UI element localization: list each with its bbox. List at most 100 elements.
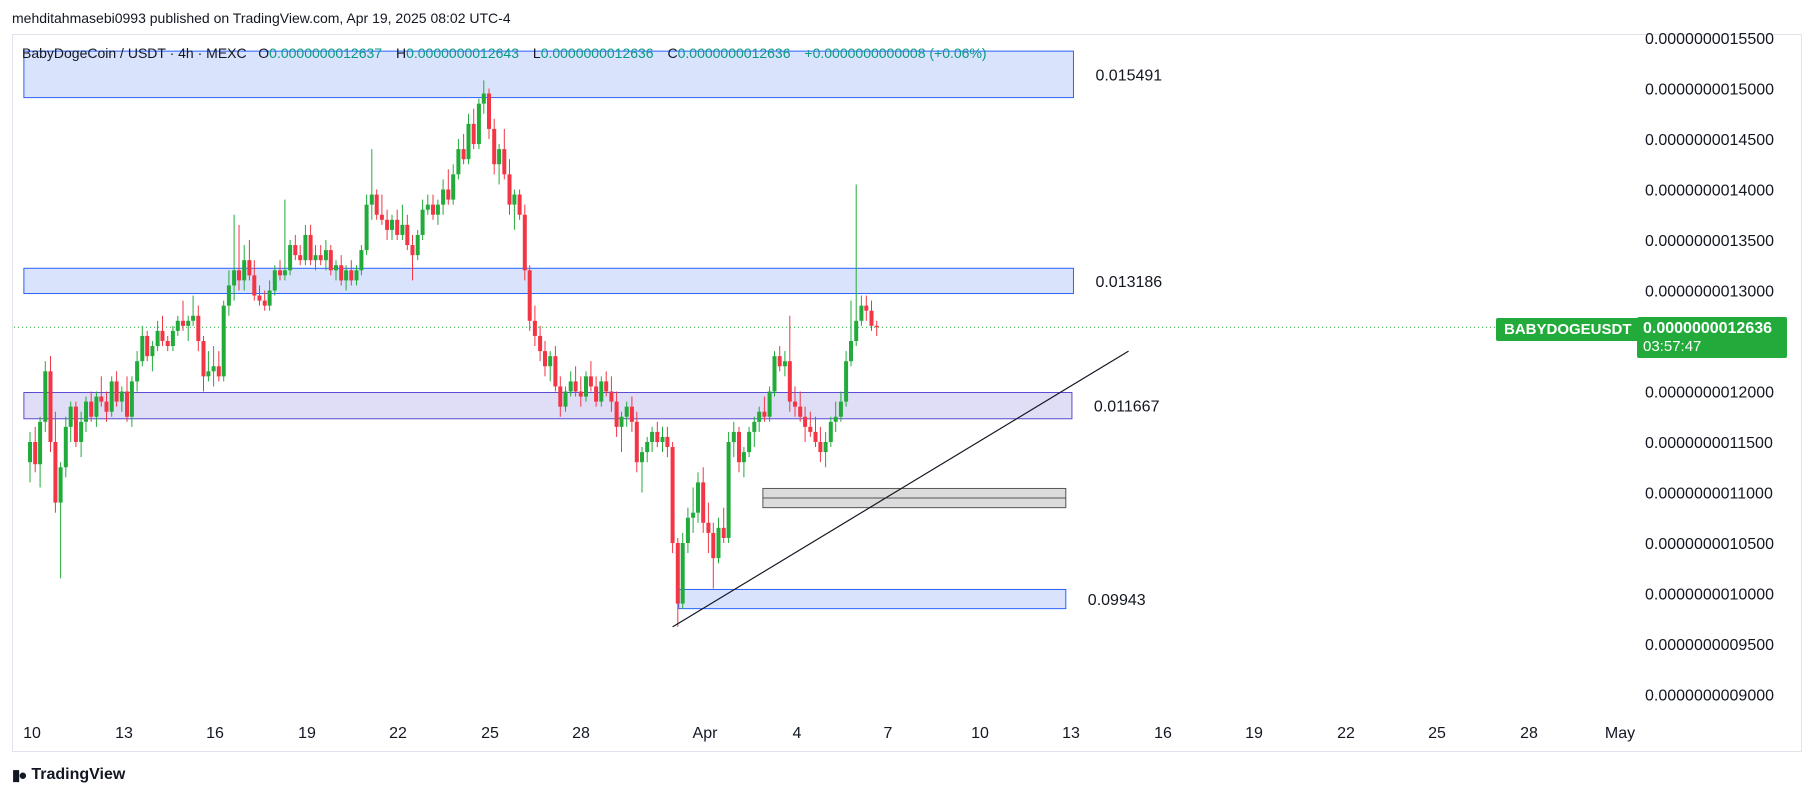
candle-body <box>487 93 491 129</box>
candle-body <box>129 381 134 417</box>
candle-body <box>634 421 639 463</box>
candle-body <box>655 431 660 442</box>
trendline <box>672 350 1129 628</box>
candle-body <box>599 381 604 402</box>
candle-body <box>640 452 644 463</box>
candle-body <box>73 406 78 442</box>
candle-body <box>201 341 206 377</box>
close-value: 0.0000000012636 <box>677 45 791 61</box>
candle-body <box>461 149 466 160</box>
candle-body <box>542 351 547 367</box>
candle-body <box>242 260 247 281</box>
candle-body <box>303 234 308 261</box>
candle-body <box>527 270 532 321</box>
candle-body <box>125 391 130 417</box>
candle-body <box>670 447 675 543</box>
y-tick-label: 0.0000000012000 <box>1645 385 1774 402</box>
y-tick-label: 0.0000000010500 <box>1645 536 1774 553</box>
price-chart[interactable]: 0.015491 0.013186 0.011667 0.09943 0.0000000… <box>0 0 1815 760</box>
candle-body <box>777 356 782 367</box>
candle-body <box>522 214 527 271</box>
candle-body <box>145 335 150 357</box>
candle-body <box>278 270 283 276</box>
candle-body <box>354 270 359 281</box>
candle-body <box>415 234 420 256</box>
zone-4 <box>678 588 1067 610</box>
candle-body <box>573 381 578 392</box>
x-tick-label: 25 <box>481 725 499 742</box>
candle-body <box>451 174 456 200</box>
candle-body <box>548 356 553 367</box>
y-tick-label: 0.0000000013500 <box>1645 233 1774 250</box>
x-tick-label: 19 <box>1245 725 1263 742</box>
candle-body <box>874 325 879 328</box>
candle-body <box>68 406 73 427</box>
x-tick-label: 16 <box>206 725 224 742</box>
candle-body <box>476 103 481 145</box>
candle-body <box>747 431 752 453</box>
candle-body <box>318 255 323 261</box>
candle-body <box>446 189 451 200</box>
zone-label-0: 0.015491 <box>1095 67 1162 84</box>
candle-body <box>818 442 823 453</box>
candle-body <box>28 442 32 463</box>
candle-body <box>619 416 624 427</box>
candle-body <box>695 482 700 513</box>
candle-body <box>665 436 670 448</box>
candle-body <box>369 194 374 205</box>
candle-body <box>140 335 145 362</box>
candle-body <box>349 270 354 281</box>
candle-body <box>578 391 583 397</box>
candle-body <box>711 532 716 559</box>
candle-body <box>395 219 400 235</box>
zone-1 <box>23 267 1074 295</box>
candle-body <box>660 436 665 442</box>
y-tick-label: 0.0000000015500 <box>1645 31 1774 48</box>
candle-body <box>808 426 813 432</box>
y-tick-label: 0.0000000009000 <box>1645 688 1774 705</box>
x-tick-label: 13 <box>1062 725 1080 742</box>
candle-body <box>502 149 507 175</box>
candle-body <box>568 381 573 392</box>
candle-body <box>752 421 757 432</box>
candle-body <box>604 381 609 392</box>
candle-body <box>680 543 685 604</box>
candle-body <box>772 356 777 392</box>
candle-body <box>838 401 843 417</box>
open-value: 0.0000000012637 <box>269 45 383 61</box>
tradingview-logo[interactable]: ▮● TradingView <box>12 766 125 784</box>
x-tick-label: 28 <box>572 725 590 742</box>
y-tick-label: 0.0000000015000 <box>1645 82 1774 99</box>
candle-body <box>33 442 38 465</box>
ticker-tag: BABYDOGEUSDT <box>1496 318 1640 341</box>
candle-body <box>385 219 390 230</box>
candle-body <box>425 204 430 210</box>
candle-body <box>165 341 170 347</box>
candle-body <box>79 421 84 442</box>
candle-body <box>431 204 436 215</box>
candle-body <box>196 315 201 341</box>
candle-body <box>517 194 522 215</box>
candle-body <box>379 214 384 220</box>
candle-body <box>94 396 99 417</box>
candle-body <box>609 391 614 402</box>
candle-body <box>186 320 191 326</box>
candle-body <box>675 543 680 604</box>
zone-label-4: 0.09943 <box>1088 592 1146 609</box>
symbol-name[interactable]: BabyDogeCoin / USDT · 4h · MEXC <box>22 45 247 61</box>
x-tick-label: 16 <box>1154 725 1172 742</box>
x-tick-label: May <box>1605 725 1635 742</box>
candle-body <box>731 431 736 442</box>
candle-body <box>471 123 476 145</box>
candle-body <box>221 305 226 377</box>
candle-body <box>160 330 165 341</box>
candle-body <box>456 149 461 175</box>
candle-body <box>308 234 313 261</box>
candle-body <box>53 442 58 503</box>
candle-body <box>323 250 328 261</box>
x-tick-label: 4 <box>793 725 802 742</box>
x-tick-label: 28 <box>1520 725 1538 742</box>
candle-body <box>854 320 859 341</box>
chart-frame <box>12 34 1802 752</box>
candle-body <box>726 442 731 538</box>
